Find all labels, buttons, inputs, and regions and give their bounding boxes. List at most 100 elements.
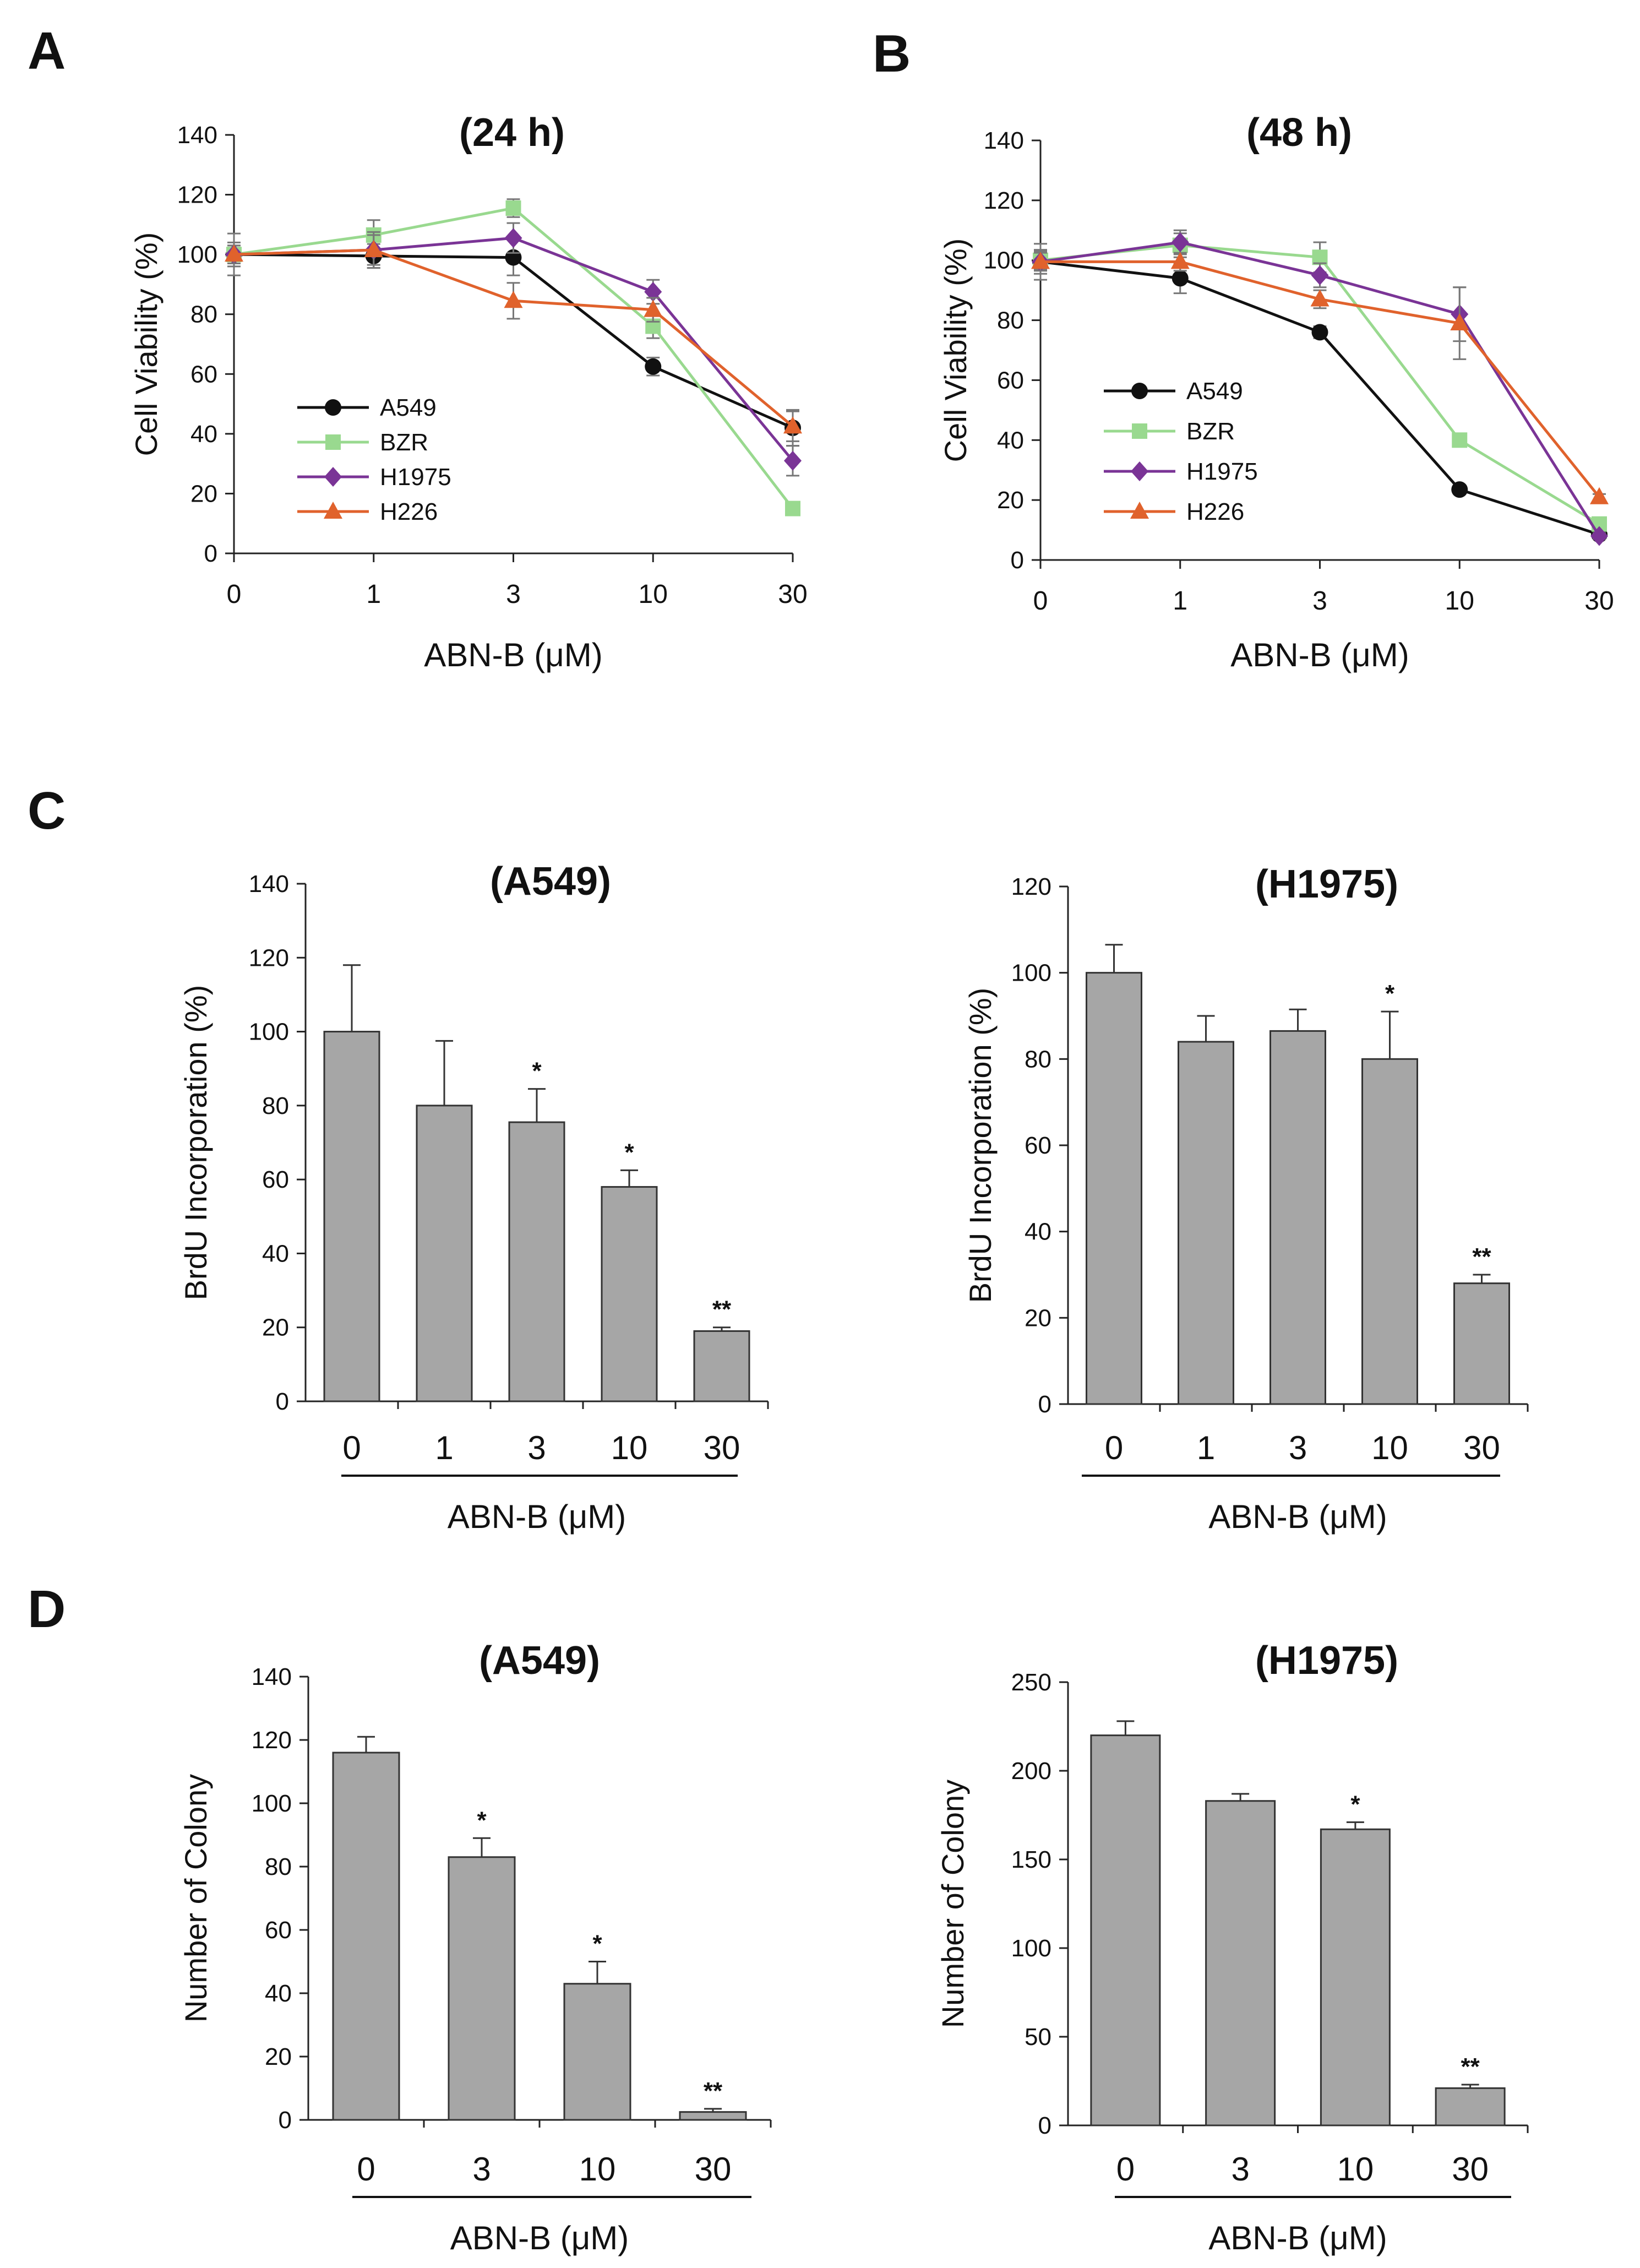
x-tick-label: 30 bbox=[1463, 1429, 1500, 1466]
y-tick-label: 120 bbox=[984, 187, 1024, 214]
x-tick-label: 3 bbox=[1289, 1429, 1307, 1466]
y-tick-label: 0 bbox=[204, 540, 217, 567]
y-tick-label: 40 bbox=[265, 1980, 292, 2007]
x-tick-label: 0 bbox=[1105, 1429, 1123, 1466]
significance-marker: ** bbox=[1472, 1243, 1491, 1270]
x-tick-label: 1 bbox=[1197, 1429, 1215, 1466]
y-tick-label: 0 bbox=[1038, 2112, 1051, 2139]
x-axis-label: ABN-B (μM) bbox=[448, 1498, 626, 1535]
legend-label: BZR bbox=[380, 429, 428, 456]
y-tick-label: 0 bbox=[279, 2107, 292, 2134]
x-tick-label: 1 bbox=[1173, 586, 1187, 616]
x-tick-label: 3 bbox=[506, 580, 521, 609]
significance-marker: ** bbox=[704, 2077, 723, 2104]
x-axis-label: ABN-B (μM) bbox=[1230, 637, 1409, 673]
y-tick-label: 140 bbox=[249, 871, 289, 898]
data-point bbox=[1311, 265, 1329, 285]
x-axis-label: ABN-B (μM) bbox=[450, 2220, 629, 2256]
data-point bbox=[1310, 289, 1330, 307]
x-tick-label: 3 bbox=[1231, 2151, 1249, 2188]
legend-label: A549 bbox=[380, 394, 437, 421]
bar bbox=[1435, 2087, 1506, 2126]
y-tick-label: 140 bbox=[252, 1663, 292, 1690]
y-tick-label: 50 bbox=[1025, 2024, 1051, 2051]
bar bbox=[679, 2111, 747, 2121]
series-a549 bbox=[1032, 243, 1608, 543]
data-point bbox=[504, 228, 522, 248]
series-a549 bbox=[226, 238, 801, 447]
panel-label-c: C bbox=[28, 781, 66, 840]
series-h226 bbox=[225, 232, 802, 442]
y-tick-label: 0 bbox=[1038, 1391, 1051, 1418]
legend-label: H1975 bbox=[380, 464, 451, 491]
bar bbox=[693, 1330, 750, 1402]
data-point bbox=[1590, 487, 1609, 504]
data-point bbox=[1132, 423, 1147, 439]
bar bbox=[1269, 1030, 1326, 1405]
data-point bbox=[364, 240, 383, 257]
x-tick-label: 30 bbox=[1452, 2151, 1489, 2188]
significance-marker: * bbox=[1350, 1791, 1360, 1818]
x-tick-label: 10 bbox=[611, 1429, 648, 1466]
bar bbox=[1205, 1800, 1276, 2126]
x-tick-label: 0 bbox=[227, 580, 242, 609]
x-tick-label: 3 bbox=[1312, 586, 1327, 616]
y-tick-label: 100 bbox=[984, 247, 1024, 274]
data-point bbox=[504, 291, 523, 308]
data-point bbox=[505, 200, 521, 216]
x-tick-label: 30 bbox=[695, 2151, 732, 2188]
significance-marker: * bbox=[1385, 980, 1395, 1007]
data-point bbox=[1171, 232, 1189, 253]
legend-label: H226 bbox=[380, 498, 438, 525]
y-tick-label: 80 bbox=[190, 301, 217, 328]
panel-label-b: B bbox=[873, 24, 911, 83]
x-tick-label: 30 bbox=[704, 1429, 740, 1466]
chart-title: (H1975) bbox=[1255, 862, 1398, 906]
data-point bbox=[784, 450, 802, 471]
series-h226 bbox=[1031, 249, 1609, 504]
y-tick-label: 60 bbox=[265, 1917, 292, 1944]
y-tick-label: 100 bbox=[177, 241, 217, 268]
y-tick-label: 40 bbox=[1025, 1219, 1051, 1246]
x-tick-label: 3 bbox=[527, 1429, 546, 1466]
legend-label: H226 bbox=[1186, 498, 1244, 525]
bar bbox=[1086, 972, 1142, 1405]
x-tick-label: 10 bbox=[579, 2151, 616, 2188]
panel-label-d: D bbox=[28, 1580, 66, 1639]
x-tick-label: 10 bbox=[639, 580, 668, 609]
data-point bbox=[1452, 432, 1468, 448]
data-point bbox=[324, 467, 342, 487]
x-tick-label: 10 bbox=[1337, 2151, 1374, 2188]
y-tick-label: 140 bbox=[177, 122, 217, 149]
y-axis-label: BrdU Incorporation (%) bbox=[963, 988, 998, 1303]
y-tick-label: 120 bbox=[249, 944, 289, 971]
y-tick-label: 40 bbox=[190, 421, 217, 448]
x-tick-label: 0 bbox=[357, 2151, 375, 2188]
bar bbox=[563, 1983, 631, 2121]
significance-marker: ** bbox=[712, 1296, 732, 1323]
bar bbox=[601, 1186, 658, 1402]
panel-label-a: A bbox=[28, 21, 66, 80]
data-point bbox=[1130, 502, 1149, 519]
data-point bbox=[783, 416, 802, 434]
data-point bbox=[1311, 324, 1328, 341]
bar bbox=[323, 1031, 380, 1402]
y-axis-label: Cell Viability (%) bbox=[129, 232, 164, 456]
y-tick-label: 100 bbox=[252, 1790, 292, 1817]
y-axis-label: Cell Viability (%) bbox=[938, 238, 973, 463]
chart-title: (48 h) bbox=[1246, 111, 1352, 155]
legend-label: A549 bbox=[1186, 378, 1243, 405]
x-tick-label: 10 bbox=[1371, 1429, 1408, 1466]
data-point bbox=[325, 399, 341, 416]
y-tick-label: 20 bbox=[265, 2043, 292, 2070]
y-axis-label: Number of Colony bbox=[935, 1780, 970, 2028]
bar bbox=[332, 1752, 400, 2121]
significance-marker: * bbox=[532, 1058, 542, 1085]
y-tick-label: 80 bbox=[1025, 1046, 1051, 1073]
data-point bbox=[324, 502, 342, 519]
y-tick-label: 140 bbox=[984, 127, 1024, 154]
